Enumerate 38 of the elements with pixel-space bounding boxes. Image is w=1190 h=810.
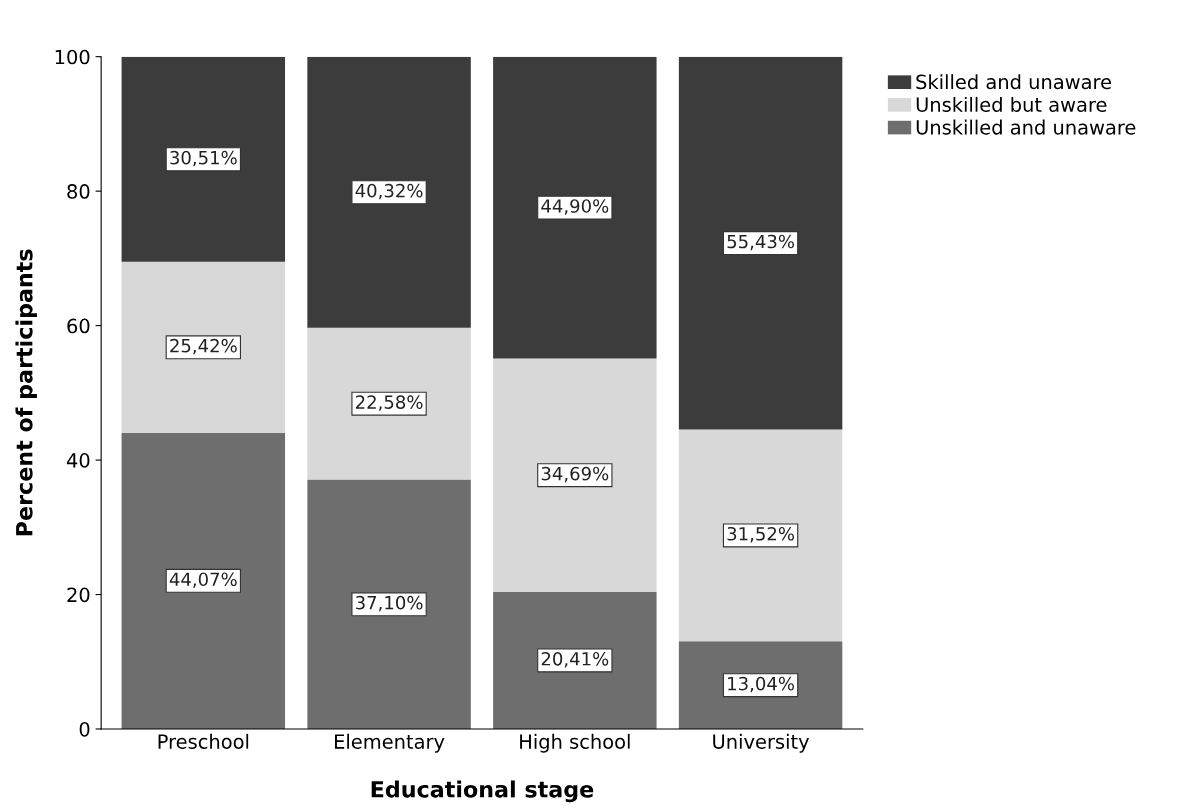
data-label: 22,58% [355,395,423,411]
bar [121,56,286,262]
x-tick-label: Preschool [158,733,249,749]
data-label: 55,43% [727,234,795,251]
bar [678,56,843,430]
data-label: 13,04% [728,676,795,693]
bar [307,327,471,480]
data-label: 40,32% [355,183,423,200]
y-tick-label: 20 [67,587,90,603]
bar [121,261,286,433]
y-axis-title: Percent of participants [15,249,37,536]
bar [493,358,657,592]
bar [493,56,657,359]
bar [121,432,286,729]
legend-label: Unskilled and unaware [916,119,1136,135]
data-label: 30,51% [170,150,237,167]
x-tick-label: University [713,733,810,753]
data-label: 37,10% [356,595,423,612]
data-label: 20,41% [541,651,609,668]
x-tick-label: High school [520,733,630,753]
x-tick-label: Elementary [335,733,445,753]
bar [307,56,471,328]
bar [678,429,843,642]
data-label: 31,52% [727,526,795,543]
x-axis-title: Educational stage [371,780,594,803]
data-label: 34,69% [541,466,609,483]
y-tick-label: 60 [67,318,90,334]
data-label: 25,42% [170,338,237,355]
y-tick-label: 0 [79,721,90,737]
legend-label: Skilled and unaware [916,74,1112,90]
legend-label: Unskilled but aware [916,96,1107,112]
y-tick-label: 80 [67,184,90,199]
bar [307,479,471,729]
bar [493,591,657,729]
data-label: 44,07% [169,572,237,588]
data-label: 44,90% [541,199,609,215]
y-tick-label: 40 [66,453,90,468]
y-tick-label: 100 [55,49,90,65]
